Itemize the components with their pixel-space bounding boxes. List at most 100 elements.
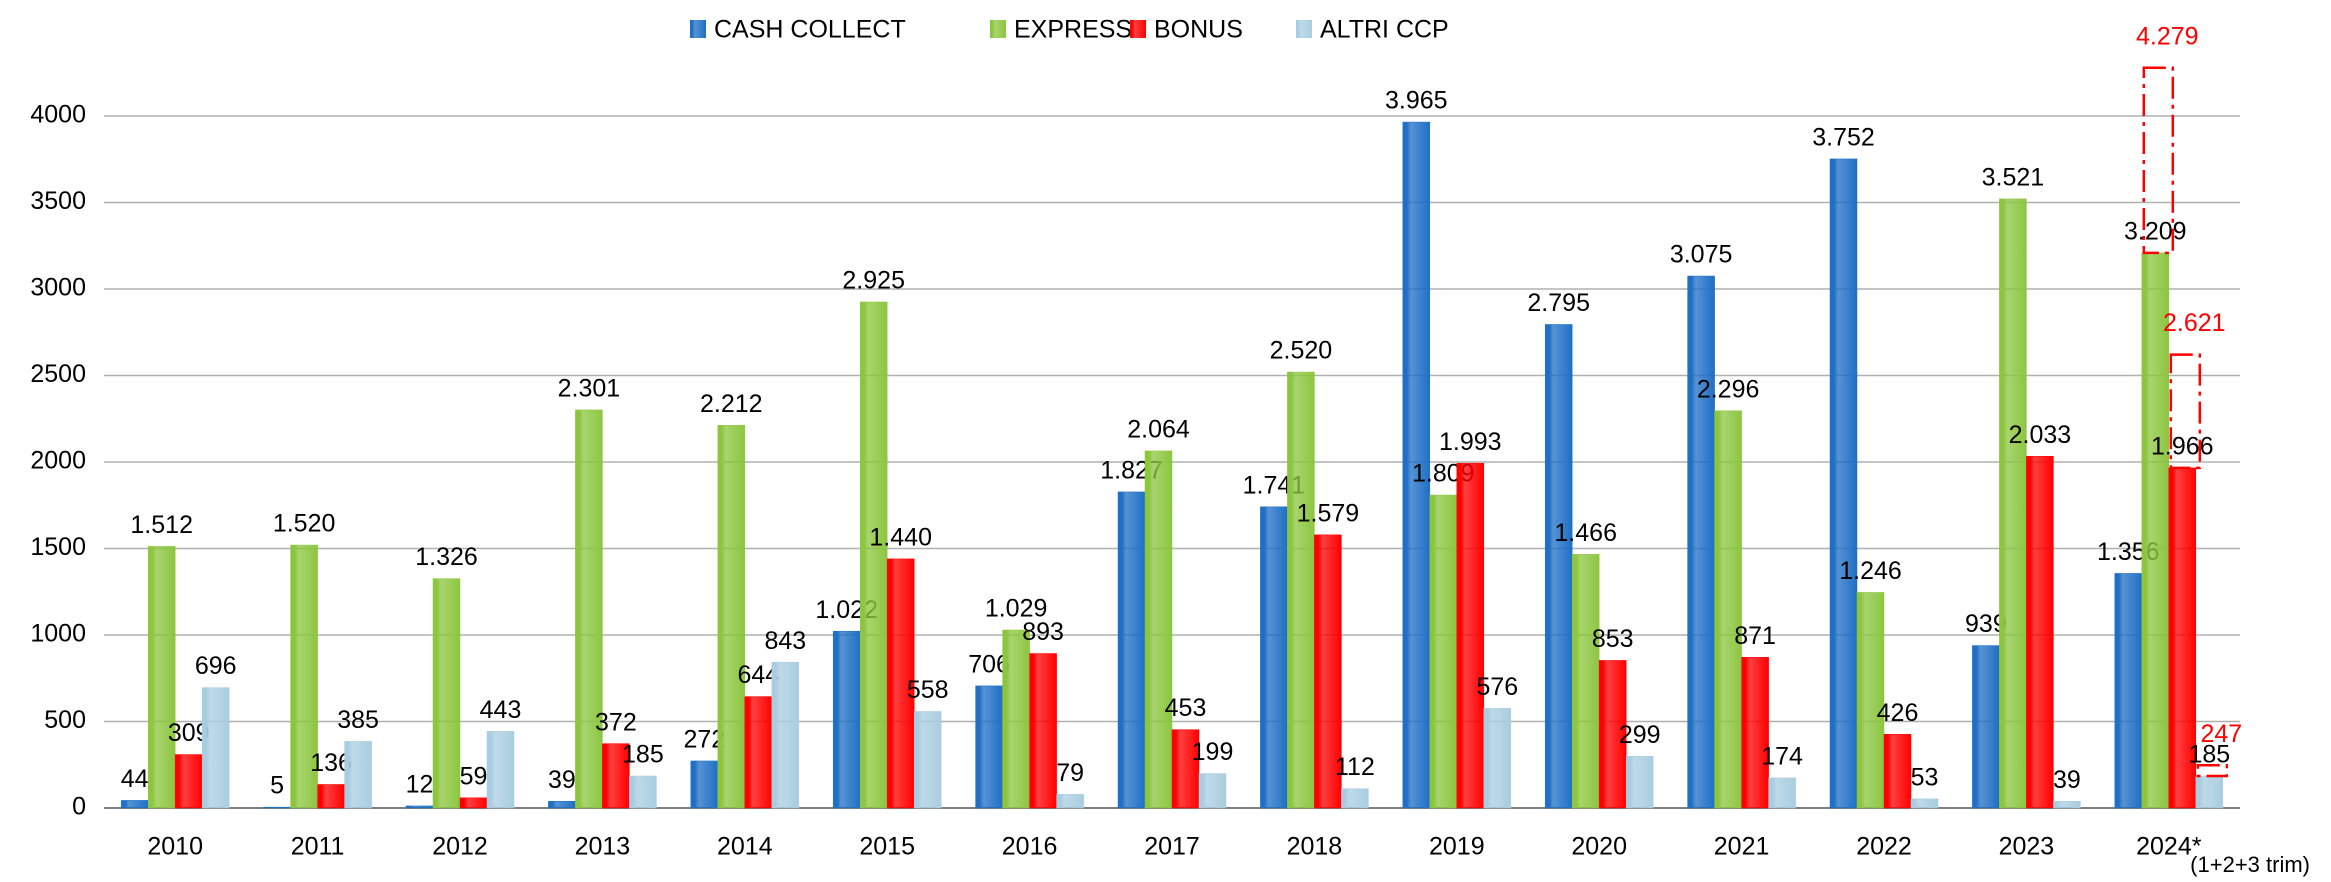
bar xyxy=(1741,657,1769,809)
bar xyxy=(1314,534,1342,809)
data-label: 1.966 xyxy=(2151,432,2214,460)
bar xyxy=(1002,629,1030,809)
data-label: 185 xyxy=(2188,741,2230,769)
bar xyxy=(120,800,149,809)
bar xyxy=(201,687,230,809)
bar xyxy=(2053,801,2081,809)
data-label: 385 xyxy=(337,706,379,734)
bar xyxy=(744,696,773,809)
data-label: 59 xyxy=(460,762,488,790)
x-tick-label: 2011 xyxy=(291,833,345,861)
x-tick-label: 2013 xyxy=(575,833,631,861)
legend-swatch xyxy=(990,20,1006,38)
bar xyxy=(2168,467,2197,809)
data-label: 853 xyxy=(1592,625,1634,653)
bar xyxy=(1999,198,2027,809)
projection-label: 247 xyxy=(2200,720,2242,748)
data-label: 79 xyxy=(1056,759,1084,787)
data-label: 2.212 xyxy=(700,390,763,418)
x-tick-label: 2020 xyxy=(1571,833,1627,861)
legend-swatch xyxy=(1296,20,1312,38)
bar xyxy=(2114,573,2143,809)
bar xyxy=(1829,158,1858,809)
bar xyxy=(771,661,800,809)
data-label: 39 xyxy=(548,766,576,794)
data-label: 12 xyxy=(406,771,434,799)
bar xyxy=(1483,708,1512,809)
x-tick-label: 2016 xyxy=(1002,833,1058,861)
data-label: 1.579 xyxy=(1297,499,1360,527)
data-label: 44 xyxy=(121,765,149,793)
data-label: 443 xyxy=(480,696,522,724)
x-tick-label: 2023 xyxy=(1999,833,2055,861)
bar xyxy=(459,797,488,809)
data-label: 39 xyxy=(2053,766,2081,794)
x-tick-label: 2014 xyxy=(717,833,773,861)
data-label: 3.075 xyxy=(1670,241,1733,269)
data-label: 3.752 xyxy=(1812,124,1875,152)
x-tick-label: 2022 xyxy=(1856,833,1912,861)
bar xyxy=(1341,788,1369,809)
y-tick-label: 3500 xyxy=(30,187,86,215)
data-label: 871 xyxy=(1734,622,1776,650)
bar xyxy=(886,558,915,809)
data-label: 2.795 xyxy=(1527,289,1590,317)
projection-box xyxy=(2142,66,2175,255)
bar xyxy=(290,544,318,809)
legend-swatch xyxy=(1130,20,1146,38)
bar xyxy=(263,806,291,809)
bar xyxy=(859,301,888,809)
bar xyxy=(1198,773,1227,809)
bar xyxy=(2195,775,2224,809)
data-label: 2.064 xyxy=(1127,416,1190,444)
y-tick-label: 1000 xyxy=(30,620,86,648)
projection-box xyxy=(2196,764,2229,778)
bar xyxy=(1768,777,1796,809)
x-tick-label: 2012 xyxy=(432,833,488,861)
data-label: 112 xyxy=(1335,753,1375,781)
data-label: 1.993 xyxy=(1439,428,1502,456)
x-tick-label: 2018 xyxy=(1287,833,1343,861)
data-label: 696 xyxy=(195,652,237,680)
annotation: (1+2+3 trim) xyxy=(2190,852,2310,877)
data-label: 2.925 xyxy=(842,267,905,295)
bar xyxy=(1714,410,1742,809)
bar xyxy=(317,784,345,809)
data-label: 2.520 xyxy=(1270,337,1333,365)
y-tick-label: 2000 xyxy=(30,447,86,475)
bar xyxy=(717,425,746,809)
y-tick-label: 0 xyxy=(72,793,86,821)
bar xyxy=(1571,554,1600,809)
bar xyxy=(1429,494,1458,809)
data-label: 299 xyxy=(1619,721,1661,749)
bar xyxy=(1144,450,1173,809)
bar xyxy=(832,630,861,809)
y-tick-label: 500 xyxy=(44,706,86,734)
bar xyxy=(1625,756,1654,809)
data-label: 3.965 xyxy=(1385,87,1448,115)
x-tick-label: 2017 xyxy=(1144,833,1200,861)
data-label: 1.512 xyxy=(130,511,193,539)
data-label: 576 xyxy=(1476,673,1518,701)
bar xyxy=(575,409,603,809)
data-label: 372 xyxy=(595,708,637,736)
data-label: 558 xyxy=(907,676,949,704)
bar xyxy=(147,546,176,809)
bar xyxy=(629,775,657,809)
bar xyxy=(1883,734,1912,809)
data-label: 843 xyxy=(764,627,806,655)
y-tick-label: 1500 xyxy=(30,533,86,561)
bar xyxy=(1056,794,1084,809)
bar xyxy=(975,685,1003,809)
bar xyxy=(2141,252,2170,809)
data-label: 2.296 xyxy=(1697,375,1760,403)
data-label: 185 xyxy=(622,741,664,769)
data-label: 1.440 xyxy=(869,523,932,551)
data-label: 199 xyxy=(1192,738,1234,766)
data-label: 1.466 xyxy=(1554,519,1617,547)
bar xyxy=(690,760,719,809)
bar xyxy=(344,741,372,809)
data-label: 3.209 xyxy=(2124,217,2187,245)
bar xyxy=(1117,491,1146,809)
data-label: 2.301 xyxy=(558,375,621,403)
